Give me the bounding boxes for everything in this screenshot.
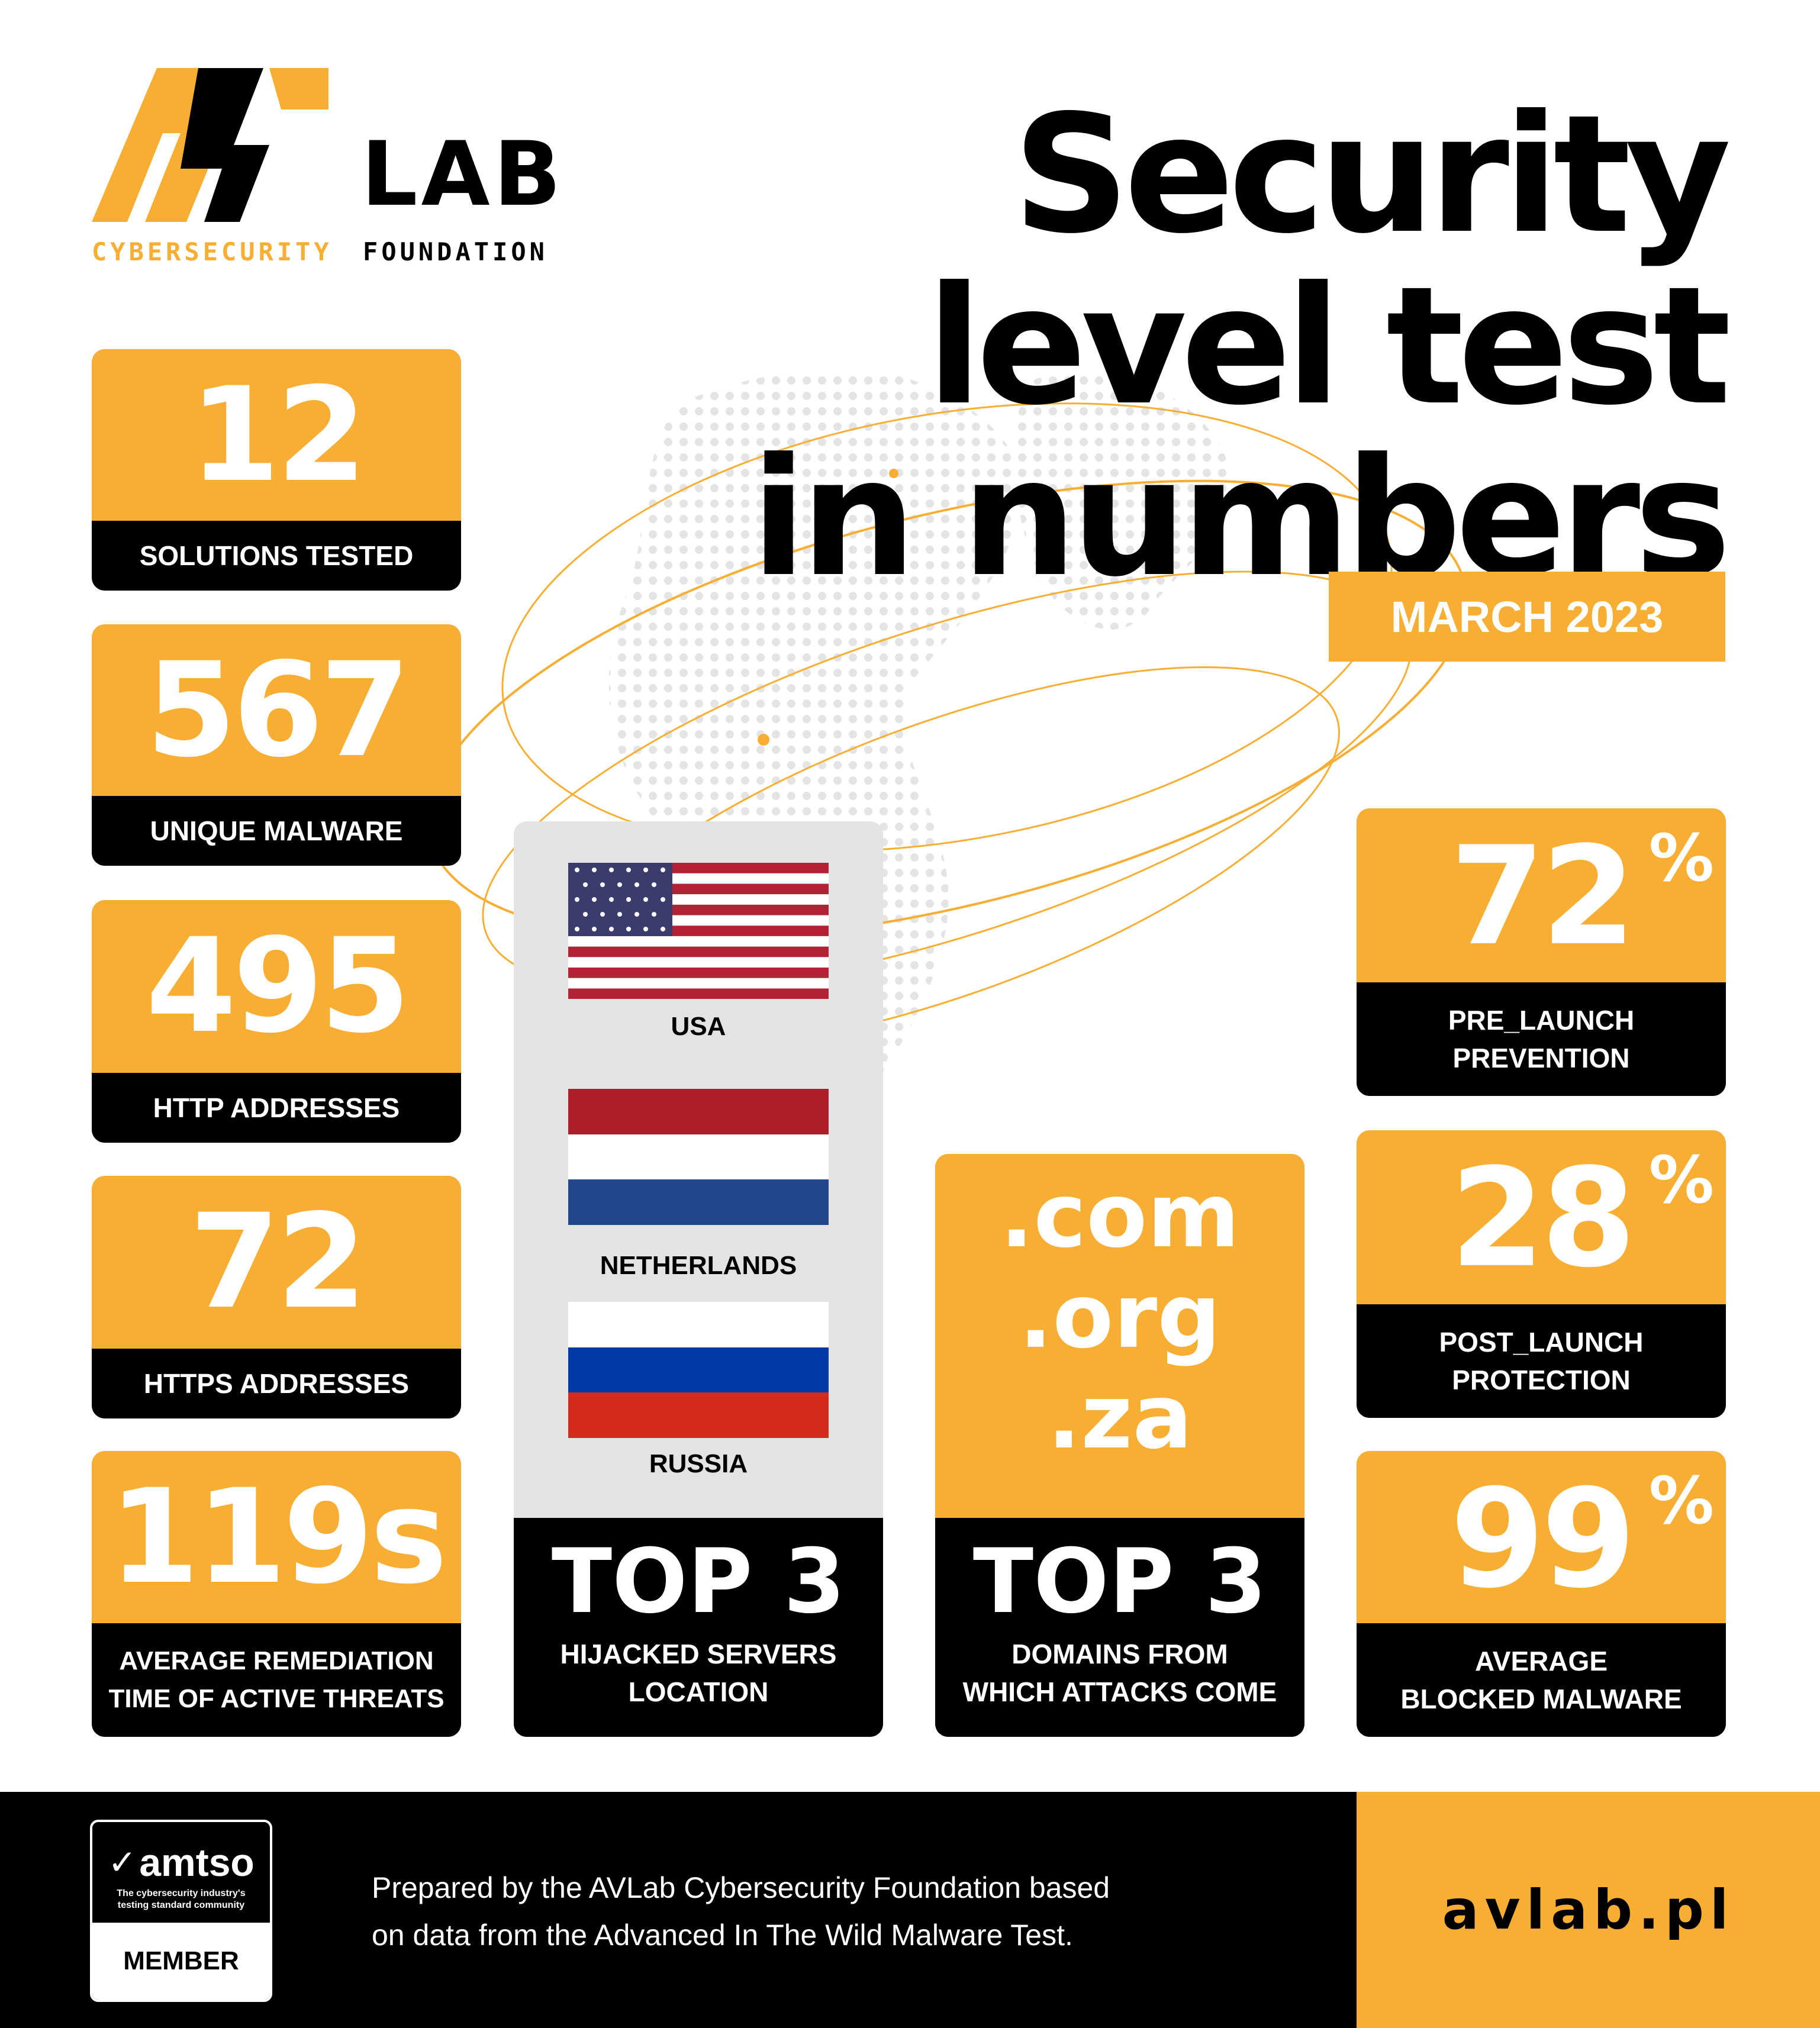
amtso-name: amtso	[139, 1840, 255, 1884]
footer-note-line-1: Prepared by the AVLab Cybersecurity Foun…	[372, 1871, 1110, 1904]
stat-value: 495	[146, 910, 410, 1062]
stat-label: HTTPS ADDRESSES	[92, 1349, 461, 1418]
stat-card-remediation: 119s AVERAGE REMEDIATION TIME OF ACTIVE …	[92, 1451, 461, 1737]
country-netherlands: NETHERLANDS	[600, 1251, 797, 1280]
percent-sign: %	[1648, 1463, 1714, 1539]
stat-value: 72	[189, 1186, 367, 1337]
percent-sign: %	[1648, 1142, 1714, 1218]
amtso-badge: ✓ amtso The cybersecurity industry's tes…	[90, 1820, 272, 2002]
servers-label-2: LOCATION	[628, 1676, 769, 1707]
servers-label-1: HIJACKED SERVERS	[560, 1639, 837, 1669]
date-badge: MARCH 2023	[1329, 572, 1725, 662]
stat-card-malware: 567 UNIQUE MALWARE	[92, 624, 461, 866]
usa-flag-icon	[568, 863, 829, 999]
stat-card-blocked: 99 % AVERAGE BLOCKED MALWARE	[1357, 1451, 1726, 1737]
servers-top-text: TOP 3	[551, 1530, 846, 1633]
title-line-2: level test	[926, 252, 1731, 441]
stat-label: SOLUTIONS TESTED	[92, 521, 461, 591]
domains-top-footer: TOP 3 DOMAINS FROM WHICH ATTACKS COME	[935, 1518, 1304, 1737]
stat-value: 119s	[108, 1461, 447, 1613]
servers-top-footer: TOP 3 HIJACKED SERVERS LOCATION	[514, 1518, 883, 1737]
domain-com: .com	[1000, 1165, 1240, 1268]
logo-lab-text: LAB	[361, 123, 565, 226]
amtso-member-text: MEMBER	[123, 1946, 239, 1975]
logo-cybersecurity-text: CYBERSECURITY	[92, 237, 333, 266]
stat-value: 99	[1449, 1460, 1636, 1618]
stat-value: 12	[189, 359, 367, 511]
country-russia: RUSSIA	[649, 1449, 748, 1478]
domain-za: .za	[1047, 1366, 1193, 1469]
stat-value: 28	[1449, 1140, 1636, 1298]
stat-label: PRE_LAUNCH PREVENTION	[1357, 982, 1726, 1096]
footer-site-block: avlab.pl	[1357, 1792, 1820, 2028]
stat-label: AVERAGE REMEDIATION TIME OF ACTIVE THREA…	[92, 1623, 461, 1737]
avlab-logo: LAB CYBERSECURITY FOUNDATION	[92, 68, 624, 269]
stat-card-prelaunch: 72 % PRE_LAUNCH PREVENTION	[1357, 808, 1726, 1096]
domains-label-2: WHICH ATTACKS COME	[962, 1676, 1277, 1707]
stat-value: 72	[1449, 818, 1636, 976]
amtso-tagline-2: testing standard community	[117, 1900, 245, 1910]
domains-top-text: TOP 3	[972, 1530, 1267, 1633]
footer-note: Prepared by the AVLab Cybersecurity Foun…	[372, 1864, 1319, 1959]
amtso-tagline-1: The cybersecurity industry's	[117, 1888, 246, 1898]
percent-sign: %	[1648, 820, 1714, 896]
stat-value: 567	[146, 634, 410, 786]
stat-label: POST_LAUNCH PROTECTION	[1357, 1304, 1726, 1418]
date-text: MARCH 2023	[1390, 592, 1664, 641]
stat-label: UNIQUE MALWARE	[92, 796, 461, 866]
stat-card-https: 72 HTTPS ADDRESSES	[92, 1176, 461, 1418]
domains-label-1: DOMAINS FROM	[1012, 1639, 1228, 1669]
amtso-check-icon: ✓	[108, 1843, 137, 1882]
russia-flag-icon	[568, 1302, 829, 1438]
footer-note-line-2: on data from the Advanced In The Wild Ma…	[372, 1919, 1073, 1952]
avlab-logo-mark	[92, 68, 328, 222]
stat-label: HTTP ADDRESSES	[92, 1073, 461, 1143]
country-usa: USA	[671, 1012, 726, 1041]
stat-label: AVERAGE BLOCKED MALWARE	[1357, 1623, 1726, 1737]
site-link[interactable]: avlab.pl	[1442, 1878, 1735, 1942]
stat-card-http: 495 HTTP ADDRESSES	[92, 900, 461, 1143]
amtso-member-box: MEMBER	[92, 1923, 270, 2000]
stat-card-solutions: 12 SOLUTIONS TESTED	[92, 349, 461, 591]
domains-panel: .com .org .za TOP 3 DOMAINS FROM WHICH A…	[935, 1154, 1304, 1737]
stat-card-postlaunch: 28 % POST_LAUNCH PROTECTION	[1357, 1130, 1726, 1418]
domain-org: .org	[1019, 1265, 1221, 1368]
netherlands-flag-icon	[568, 1089, 829, 1225]
globe-background-graphic	[427, 369, 1467, 1149]
title-line-1: Security	[1013, 80, 1731, 269]
logo-foundation-text: FOUNDATION	[363, 237, 548, 266]
